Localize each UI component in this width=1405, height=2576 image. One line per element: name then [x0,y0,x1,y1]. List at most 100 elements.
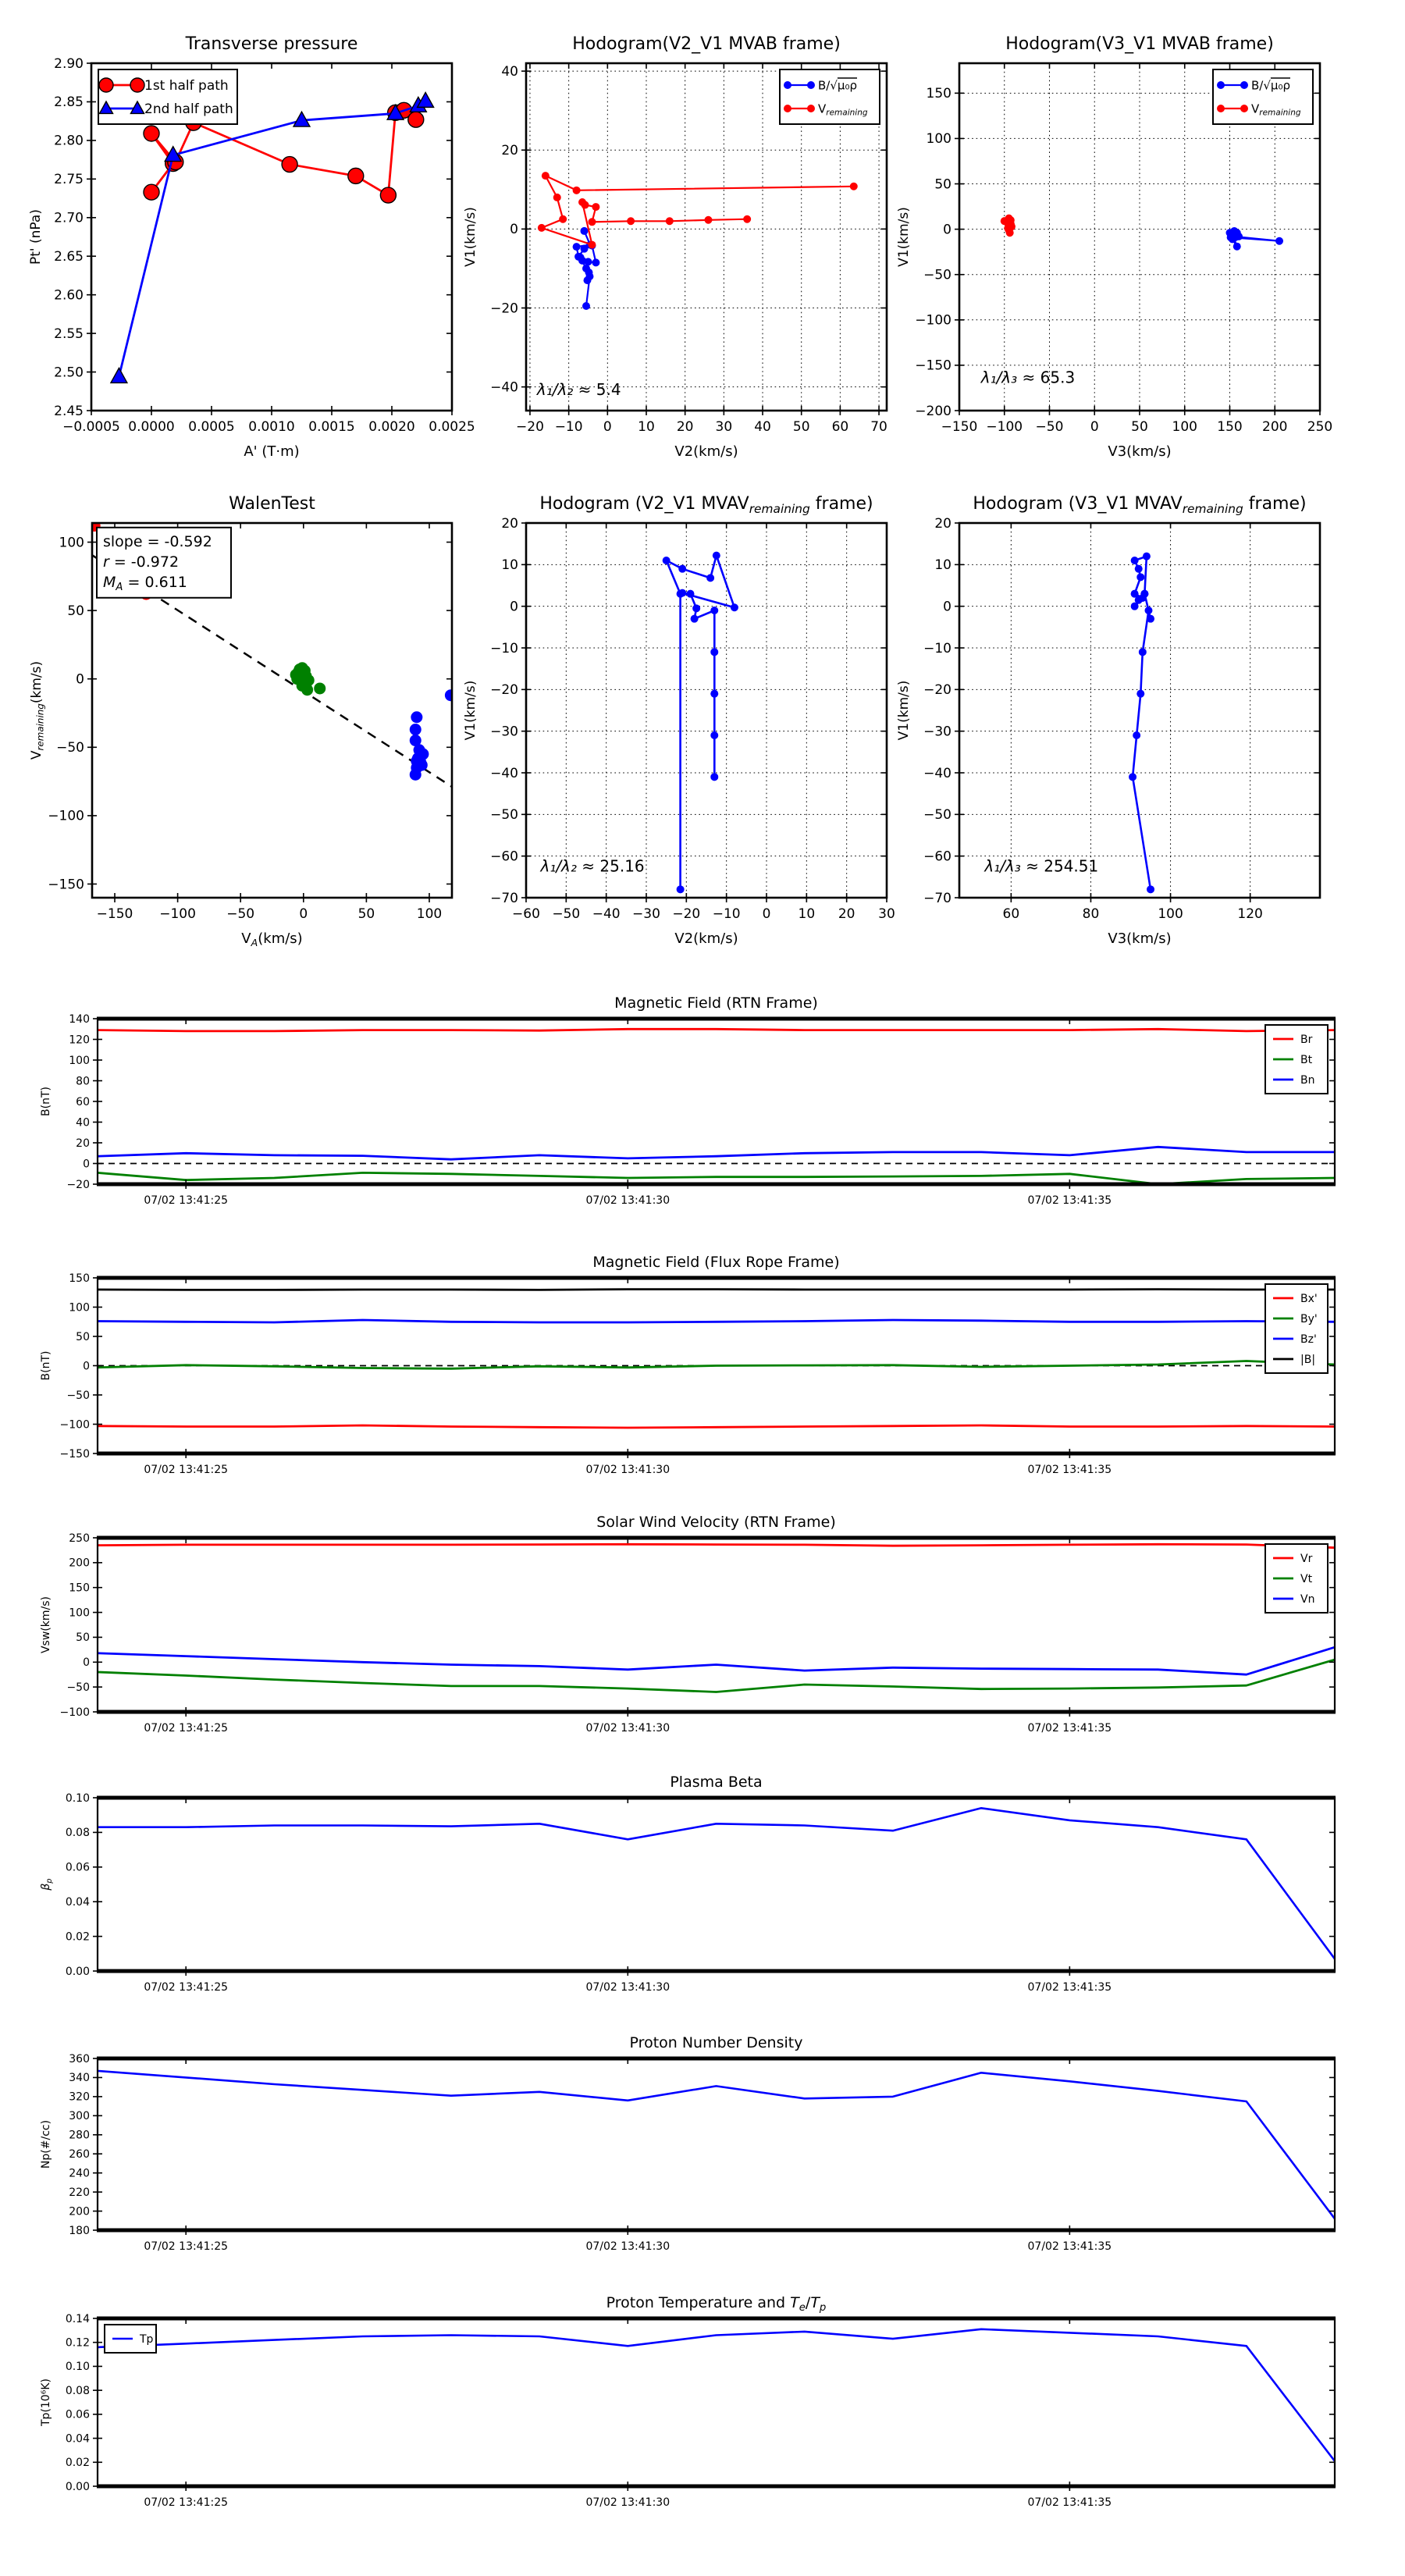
y-tick-label: −70 [490,891,518,906]
y-tick-label: 140 [69,1013,90,1026]
y-tick-label: 0.12 [66,2336,90,2349]
chart-title: WalenTest [229,494,315,514]
x-tick-label: 100 [1158,906,1183,922]
marker-circle [407,111,425,128]
marker-circle [712,551,720,560]
y-tick-label: −50 [66,1389,90,1402]
x-tick-label: −30 [632,906,660,922]
marker-circle [1275,237,1284,245]
y-tick-label: 0.00 [66,1966,90,1978]
y-tick-label: 0.04 [66,2432,90,2445]
legend-label: Bn [1300,1074,1314,1087]
x-tick-label: 60 [832,419,849,435]
x-tick-label: 07/02 13:41:30 [585,1722,670,1735]
legend: 1st half path 2nd half path [98,69,238,125]
x-tick-label: 07/02 13:41:30 [585,1194,670,1207]
chart-magnetic-field-flux-rope: 07/02 13:41:25 07/02 13:41:30 07/02 13:41:… [40,1254,1336,1476]
y-tick-label: 0 [83,1656,90,1669]
y-tick-label: −10 [490,641,518,656]
y-tick-label: −20 [923,682,951,698]
grid [525,522,887,898]
y-tick-label: −100 [60,1418,90,1431]
chart-proton-temperature: 07/02 13:41:25 07/02 13:41:30 07/02 13:41:… [40,2294,1336,2509]
x-tick-label: 150 [1217,419,1242,435]
y-tick-label: −40 [923,766,951,781]
annotation: λ₁/λ₂ ≈ 5.4 [536,380,621,399]
y-tick-label: 2.65 [54,249,84,265]
series-v-remaining [537,172,858,249]
x-tick-label: 0.0010 [248,419,294,435]
marker-circle [662,557,670,564]
legend-label: Tp [139,2333,154,2346]
series-Bx-prime [97,1424,1336,1429]
y-tick-label: −20 [490,301,518,316]
y-tick-label: 20 [934,516,951,532]
marker-circle [559,215,567,223]
x-tick-label: 0.0025 [429,419,475,435]
y-tick-label: −50 [923,807,951,823]
series-last-interval [409,689,453,781]
x-tick-label: 100 [417,906,442,922]
series-Vt [97,1658,1336,1693]
series-b-over-sqrt-mu0rho [1225,226,1284,251]
y-tick-label: 150 [69,1582,90,1594]
x-tick-label: 07/02 13:41:30 [585,2496,670,2509]
marker-circle [409,735,422,747]
y-tick-label: 100 [59,535,84,550]
y-tick-label: 200 [69,2205,90,2218]
marker-circle [553,193,561,201]
annotation-line: λ₁/λ₃ ≈ 65.3 [980,368,1075,386]
legend-label: Bz' [1300,1333,1317,1346]
marker-triangle [109,367,129,384]
marker-circle [1140,589,1149,598]
x-tick-label: −50 [1036,419,1064,435]
x-tick-label: −20 [672,906,700,922]
x-tick-label: 07/02 13:41:35 [1028,2496,1112,2509]
y-tick-label: 2.55 [54,326,84,342]
series-b-path [662,551,738,894]
marker-circle [581,201,589,209]
marker-circle [743,215,752,223]
y-tick-label: −50 [56,740,84,756]
legend: Bx' By' Bz' |B| [1264,1283,1329,1374]
marker-circle [665,217,674,226]
marker-circle [784,105,791,112]
x-tick-label: 10 [799,906,816,922]
y-tick-label: 40 [501,64,518,80]
y-axis-label: Np(#/cc) [40,2120,52,2169]
axes-frame [91,521,454,899]
annotation: λ₁/λ₃ ≈ 65.3 [980,368,1075,386]
marker-circle [1129,773,1137,781]
series-Tp [97,2328,1336,2463]
y-tick-label: −70 [923,891,951,906]
y-tick-label: −150 [48,877,84,892]
marker-circle [706,574,715,582]
marker-circle [849,182,858,190]
ticks: −150 −100 −50 0 50 100 −150 −100 −50 0 50 100 [48,523,452,922]
marker-circle [541,172,550,180]
marker-circle [1217,105,1225,112]
marker-circle [281,155,298,173]
series-Bn [97,1145,1336,1161]
x-tick-label: −100 [159,906,196,922]
legend-label: |B| [1300,1354,1315,1366]
x-tick-label: −20 [516,419,544,435]
ticks: −20 −10 0 10 20 30 40 50 60 70 −40 −20 0 20 40 [490,63,887,435]
legend-label: Vn [1300,1593,1314,1606]
series-Br [97,1027,1336,1033]
marker-circle [730,603,738,612]
x-tick-label: −100 [986,419,1023,435]
marker-circle [1130,602,1139,610]
marker-circle [592,258,600,267]
y-tick-label: 0 [83,1360,90,1372]
y-axis-label: Vsw(km/s) [40,1596,52,1653]
y-tick-label: 0.00 [66,2481,90,2493]
series-middle-interval [290,662,326,696]
series-2nd-half-path [109,91,435,384]
marker-circle [710,689,719,698]
marker-circle [710,731,719,739]
x-tick-label: 07/02 13:41:35 [1028,2240,1112,2253]
y-axis-label: B(nT) [40,1087,52,1116]
marker-circle [1142,552,1151,560]
legend-label: 1st half path [144,78,229,94]
